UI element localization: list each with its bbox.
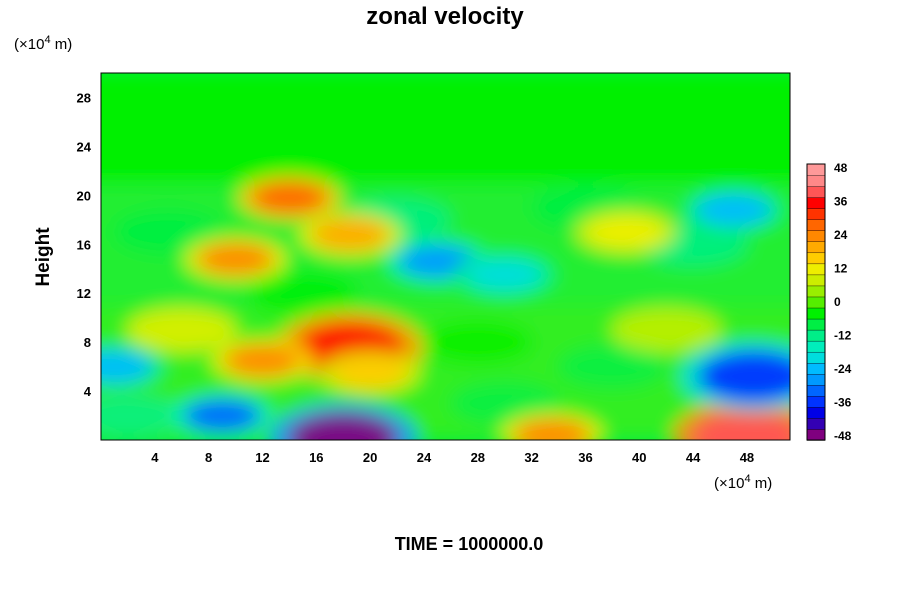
field-feature (251, 181, 328, 214)
field-feature (698, 350, 790, 403)
colorbar-tick-label: 36 (834, 195, 848, 209)
field-patch (422, 320, 533, 365)
colorbar-tick-label: -24 (834, 362, 852, 376)
colorbar-swatch (806, 174, 826, 187)
field-feature (513, 419, 590, 440)
x-tick-label: 12 (255, 450, 269, 465)
field-feature (224, 344, 301, 377)
field-feature (101, 350, 153, 383)
colorbar-swatch (806, 274, 826, 287)
colorbar-swatch (806, 241, 826, 254)
x-tick-label: 8 (205, 450, 212, 465)
field-patch (557, 344, 668, 389)
colorbar-swatch (806, 318, 826, 331)
colorbar-tick-label: 12 (834, 262, 848, 276)
colorbar-tick-label: 0 (834, 295, 841, 309)
colorbar-tick-label: 48 (834, 161, 848, 175)
y-axis-label: Height (33, 227, 54, 287)
field-patch (449, 381, 560, 426)
colorbar-swatch (806, 196, 826, 209)
colorbar-tick-labels: 48 36 24 12 0 -12 -24 -36 -48 (834, 161, 852, 443)
x-tick-label: 48 (740, 450, 754, 465)
colorbar-swatch (806, 207, 826, 220)
colorbar-swatch (806, 384, 826, 397)
y-tick-label: 12 (77, 286, 91, 301)
colorbar (806, 163, 826, 441)
y-tick-label: 4 (84, 384, 92, 399)
x-tick-label: 36 (578, 450, 592, 465)
colorbar-swatch (806, 362, 826, 375)
colorbar-swatch (806, 340, 826, 353)
field-feature (332, 356, 409, 389)
colorbar-swatch (806, 395, 826, 408)
y-tick-labels: 4 8 12 16 20 24 28 (77, 90, 92, 399)
field-feature (691, 410, 790, 440)
colorbar-tick-label: 24 (834, 228, 848, 242)
colorbar-swatch (806, 185, 826, 198)
colorbar-swatch (806, 163, 826, 176)
x-unit-label: (×104 m) (714, 473, 772, 492)
colorbar-frame (806, 163, 826, 441)
field-feature (695, 194, 772, 227)
colorbar-swatch (806, 296, 826, 309)
field-feature (288, 412, 399, 440)
colorbar-swatch (806, 218, 826, 231)
y-unit-label: (×104 m) (14, 34, 72, 53)
x-tick-label: 16 (309, 450, 323, 465)
colorbar-swatch (806, 329, 826, 342)
y-tick-label: 8 (84, 335, 91, 350)
chart-title: zonal velocity (366, 3, 524, 30)
field-feature (197, 242, 274, 275)
colorbar-swatch (806, 285, 826, 298)
colorbar-tick-label: -36 (834, 396, 852, 410)
x-tick-label: 40 (632, 450, 646, 465)
colorbar-swatch (806, 263, 826, 276)
colorbar-swatch (806, 428, 826, 441)
plot-frame (100, 72, 791, 441)
x-tick-label: 44 (686, 450, 701, 465)
y-tick-label: 16 (77, 237, 91, 252)
field-feature (466, 258, 543, 291)
colorbar-swatch (806, 252, 826, 265)
y-tick-label: 20 (77, 188, 91, 203)
field-patch (113, 210, 224, 255)
field-feature (311, 218, 388, 251)
colorbar-swatch (806, 351, 826, 364)
field-feature (184, 399, 261, 432)
colorbar-swatch (806, 417, 826, 430)
x-tick-label: 4 (151, 450, 159, 465)
colorbar-tick-label: -48 (834, 429, 852, 443)
x-tick-label: 32 (524, 450, 538, 465)
field-band (101, 73, 790, 184)
field-patch (126, 307, 237, 352)
time-label: TIME = 1000000.0 (395, 534, 544, 554)
field-patch (101, 393, 183, 438)
x-tick-label: 28 (471, 450, 485, 465)
colorbar-swatch (806, 230, 826, 242)
heatmap-field (101, 73, 790, 440)
field-patch (611, 307, 722, 352)
y-tick-label: 28 (77, 90, 91, 105)
colorbar-swatch (806, 406, 826, 419)
x-tick-label: 24 (417, 450, 432, 465)
colorbar-swatch (806, 307, 826, 320)
x-tick-label: 20 (363, 450, 377, 465)
field-patch (247, 271, 358, 316)
field-feature (587, 216, 664, 249)
x-tick-labels: 4 8 12 16 20 24 28 32 36 40 44 48 (151, 450, 754, 465)
colorbar-tick-label: -12 (834, 329, 852, 343)
colorbar-swatch (806, 373, 826, 386)
y-tick-label: 24 (77, 139, 92, 154)
